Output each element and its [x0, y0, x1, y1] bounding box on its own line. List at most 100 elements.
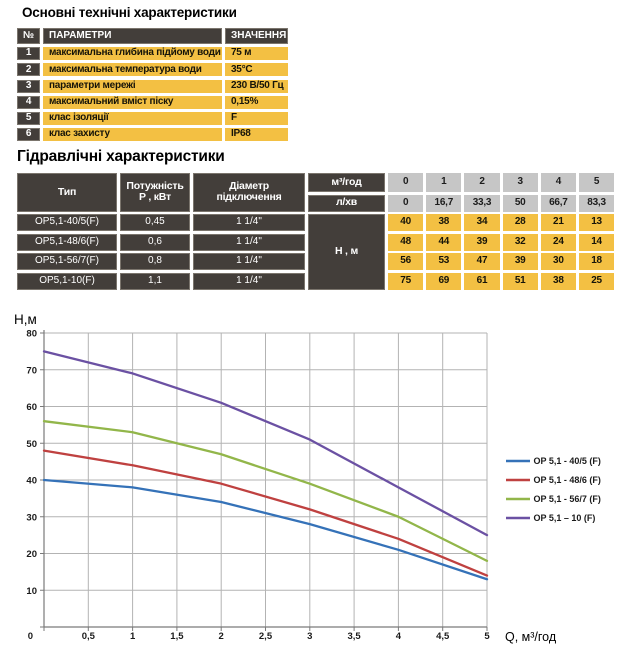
head-value-cell: 51 — [502, 272, 538, 290]
tech-row-parameter: клас ізоляції — [43, 111, 222, 125]
chart-text: Q, м³/год — [505, 630, 557, 644]
flow-lmin-value: 16,7 — [426, 194, 462, 212]
flow-m3h-value: 0 — [388, 173, 424, 192]
tech-row-parameter: параметри мережі — [43, 79, 222, 93]
chart-text: 1 — [130, 631, 136, 642]
chart-text: 2 — [219, 631, 224, 642]
chart-text: 60 — [26, 402, 37, 413]
col-header-diameter-line2: підключення — [216, 191, 282, 204]
flow-lmin-value: 66,7 — [540, 194, 576, 212]
series-line — [42, 420, 489, 563]
head-value-cell: 38 — [540, 272, 576, 290]
chart-text: 0,5 — [82, 631, 96, 642]
head-value-cell: 40 — [388, 214, 424, 231]
tech-row-parameter: максимальний вміст піску — [43, 95, 222, 109]
tech-row-parameter: максимальна температура води — [43, 63, 222, 77]
chart-text: 4,5 — [436, 631, 450, 642]
series-line — [42, 478, 489, 581]
head-value-cell: 56 — [388, 253, 424, 270]
series-line — [42, 350, 489, 537]
pump-diameter-cell: 1 1/4" — [193, 214, 305, 231]
head-value-cell: 61 — [464, 272, 500, 290]
head-value-cell: 39 — [502, 253, 538, 270]
head-value-cell: 32 — [502, 233, 538, 251]
chart-text: OP 5,1 - 48/6 (F) — [534, 475, 601, 485]
pump-diameter-cell: 1 1/4" — [193, 253, 305, 270]
pump-diameter-cell: 1 1/4" — [193, 272, 305, 290]
chart-text: 2,5 — [259, 631, 273, 642]
tech-row-number: 1 — [17, 47, 40, 61]
tech-row-value: 35°С — [225, 63, 288, 77]
chart-text: 10 — [26, 586, 37, 597]
row-header-flow-lmin: л/хв — [308, 194, 385, 212]
tech-row-value: 0,15% — [225, 95, 288, 109]
chart-text: 80 — [26, 329, 37, 340]
flow-m3h-value: 1 — [426, 173, 462, 192]
chart-text: H,м — [14, 312, 37, 327]
flow-lmin-value: 83,3 — [578, 194, 615, 212]
pump-power-cell: 0,45 — [120, 214, 190, 231]
pump-type-cell: OP5,1-56/7(F) — [17, 253, 117, 270]
head-value-cell: 24 — [540, 233, 576, 251]
chart-text: 3,5 — [347, 631, 361, 642]
flow-lmin-value: 33,3 — [464, 194, 500, 212]
hydraulic-title: Гідравлічні характеристики — [17, 148, 225, 165]
pump-power-cell: 0,6 — [120, 233, 190, 251]
hydraulic-table: Тип Потужність P , кВт Діаметр підключен… — [17, 173, 615, 290]
pump-curves-chart: 0 0,5 1 1,5 2 2,5 3 3,5 4 4,5 5 10 20 30 40 50 60 70 80 H,м… — [14, 312, 601, 644]
chart-text: OP 5,1 – 10 (F) — [534, 513, 596, 523]
flow-m3h-value: 5 — [578, 173, 615, 192]
col-header-param: ПАРАМЕТРИ — [43, 28, 222, 44]
head-value-cell: 18 — [578, 253, 615, 270]
head-value-cell: 39 — [464, 233, 500, 251]
flow-lmin-value: 50 — [502, 194, 538, 212]
pump-type-cell: OP5,1-40/5(F) — [17, 214, 117, 231]
tech-specs-table: № ПАРАМЕТРИ ЗНАЧЕННЯ 1 максимальна глибин… — [17, 28, 288, 142]
tech-row-number: 5 — [17, 111, 40, 125]
head-value-cell: 13 — [578, 214, 615, 231]
chart-text: 30 — [26, 512, 37, 523]
tech-row-parameter: клас захисту — [43, 128, 222, 142]
pump-type-cell: OP5,1-48/6(F) — [17, 233, 117, 251]
head-value-cell: 69 — [426, 272, 462, 290]
head-value-cell: 34 — [464, 214, 500, 231]
series-line — [42, 449, 489, 577]
head-value-cell: 75 — [388, 272, 424, 290]
col-header-power-line2: P , кВт — [138, 191, 171, 204]
tech-row-number: 3 — [17, 79, 40, 93]
tech-row-parameter: максимальна глибина підйому води — [43, 47, 222, 61]
head-value-cell: 53 — [426, 253, 462, 270]
tech-row-number: 2 — [17, 63, 40, 77]
tech-row-value: 75 м — [225, 47, 288, 61]
head-value-cell: 25 — [578, 272, 615, 290]
head-value-cell: 47 — [464, 253, 500, 270]
chart-text: 70 — [26, 365, 37, 376]
pump-diameter-cell: 1 1/4" — [193, 233, 305, 251]
pump-power-cell: 1,1 — [120, 272, 190, 290]
chart-text: 3 — [307, 631, 312, 642]
tech-row-value: IP68 — [225, 128, 288, 142]
chart-text: 5 — [484, 631, 490, 642]
tech-row-value: F — [225, 111, 288, 125]
col-header-value: ЗНАЧЕННЯ — [225, 28, 288, 44]
col-header-type: Тип — [17, 173, 117, 212]
flow-m3h-value: 4 — [540, 173, 576, 192]
tech-row-number: 4 — [17, 95, 40, 109]
chart-text: 4 — [396, 631, 402, 642]
flow-m3h-value: 3 — [502, 173, 538, 192]
chart-text: 1,5 — [170, 631, 184, 642]
col-header-power: Потужність P , кВт — [120, 173, 190, 212]
head-value-cell: 14 — [578, 233, 615, 251]
col-header-num: № — [17, 28, 40, 44]
chart-text: OP 5,1 - 40/5 (F) — [534, 456, 601, 466]
row-header-flow-m3h: м³/год — [308, 173, 385, 192]
chart-text: 0 — [28, 631, 33, 642]
head-value-cell: 28 — [502, 214, 538, 231]
head-value-cell: 30 — [540, 253, 576, 270]
col-header-diameter: Діаметр підключення — [193, 173, 305, 212]
head-value-cell: 38 — [426, 214, 462, 231]
tech-row-value: 230 В/50 Гц — [225, 79, 288, 93]
col-header-power-line1: Потужність — [126, 180, 184, 193]
col-header-diameter-line1: Діаметр — [229, 180, 269, 193]
